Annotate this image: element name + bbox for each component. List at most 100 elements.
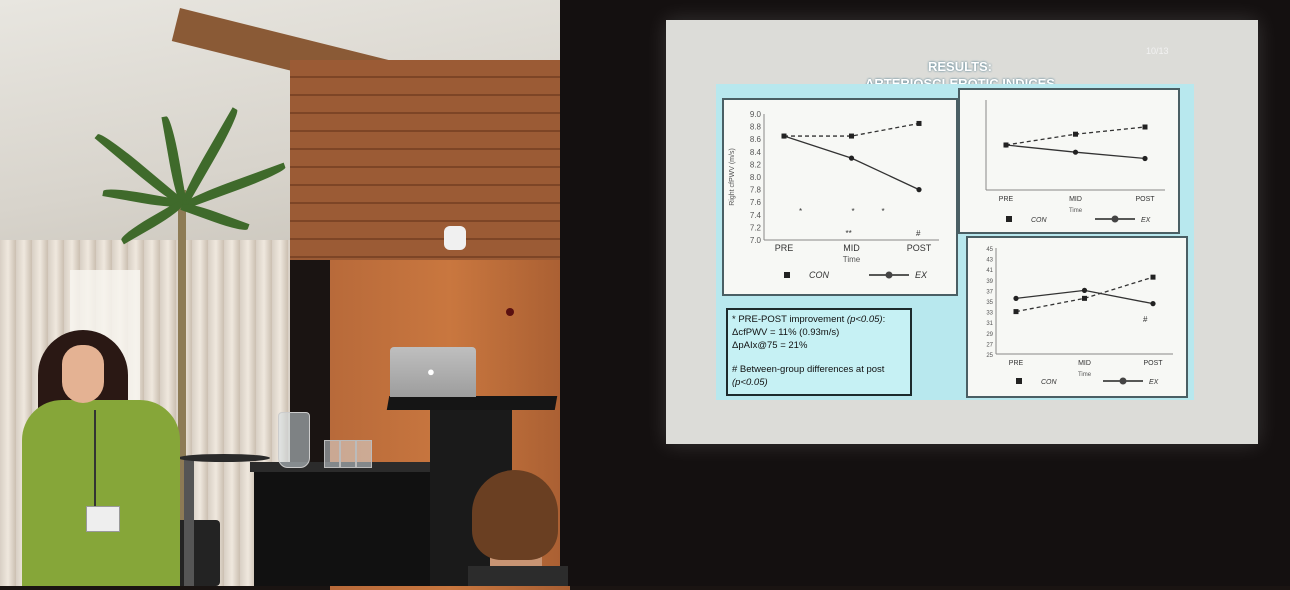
- slide-title-line1: RESULTS:: [927, 59, 993, 74]
- x-tick-label: POST: [1135, 196, 1155, 203]
- water-glass: [356, 440, 372, 468]
- annotation-mark: *: [852, 207, 855, 216]
- laptop: [390, 347, 476, 397]
- x-tick-label: PRE: [775, 243, 794, 253]
- plant-stem: [178, 190, 186, 530]
- series-line: [1015, 276, 1154, 313]
- y-tick-label: 8.8: [750, 123, 762, 132]
- legend-label-ex: EX: [1149, 379, 1159, 386]
- y-tick-label: 7.6: [750, 198, 762, 207]
- legend-marker-con: [784, 272, 790, 278]
- y-tick-label: 45: [986, 247, 993, 253]
- data-point: [1013, 295, 1019, 301]
- side-table-leg: [184, 460, 194, 586]
- water-pitcher: [278, 412, 310, 468]
- data-point: [1142, 124, 1148, 130]
- paix-chart-svg: 45 43 41 39 37 35 33 31 29 27 25 PRE MID POST Time # CON…: [986, 247, 1173, 386]
- y-tick-label: 35: [986, 300, 993, 306]
- audience-collar: [468, 566, 568, 586]
- lanyard: [94, 410, 96, 506]
- results-note: * PRE-POST improvement (p<0.05): ΔcfPWV …: [726, 308, 912, 396]
- water-glass: [324, 440, 340, 468]
- y-tick-label: 8.0: [750, 173, 762, 182]
- x-tick-label: MID: [1078, 360, 1091, 367]
- data-point: [1073, 131, 1078, 137]
- presenter-body: [22, 400, 180, 586]
- y-tick-label: 39: [986, 279, 993, 285]
- note-line-5: (p<0.05): [732, 377, 768, 388]
- x-tick-label: MID: [843, 243, 860, 253]
- series-line: [783, 135, 920, 191]
- data-point: [916, 120, 922, 126]
- x-tick-label: POST: [1143, 360, 1163, 367]
- cfpwv-chart-svg: 9.0 8.8 8.6 8.4 8.2 8.0 7.8 7.6 7.4 7.2 7.0 Right c…: [729, 110, 939, 280]
- y-tick-label: 8.4: [750, 148, 762, 157]
- annotation-mark: *: [882, 207, 885, 216]
- audience-member-head: [472, 470, 558, 560]
- x-tick-label: POST: [907, 243, 932, 253]
- y-tick-label: 9.0: [750, 110, 762, 119]
- data-point: [1013, 309, 1019, 315]
- data-point: [916, 187, 922, 193]
- y-tick-label: 43: [986, 258, 993, 264]
- legend-marker-con: [1016, 378, 1022, 384]
- wall-sensor: [506, 308, 514, 316]
- legend-marker-ex: [1111, 215, 1119, 223]
- legend-label-con: CON: [1031, 217, 1048, 224]
- data-point: [1082, 295, 1087, 301]
- data-point: [1081, 287, 1088, 293]
- note-line-3: ΔpAIx@75 = 21%: [732, 340, 808, 351]
- wood-panel-wall: [290, 60, 590, 260]
- note-line-1: * PRE-POST improvement (p<0.05):: [732, 314, 886, 325]
- x-axis-label: Time: [1069, 208, 1083, 214]
- annotation-mark: **: [846, 229, 852, 238]
- cfpwv-chart: 9.0 8.8 8.6 8.4 8.2 8.0 7.8 7.6 7.4 7.2 7.0 Right c…: [722, 98, 958, 296]
- podium-top: [386, 396, 558, 410]
- legend-label-ex: EX: [1141, 217, 1151, 224]
- water-glass: [340, 440, 356, 468]
- annotation-mark: *: [799, 207, 802, 216]
- y-tick-label: 7.2: [750, 223, 762, 232]
- y-tick-label: 7.0: [750, 236, 762, 245]
- data-point: [1150, 301, 1156, 307]
- y-tick-label: 7.8: [750, 186, 762, 195]
- x-axis-label: Time: [843, 255, 861, 264]
- legend-marker-con: [1006, 216, 1012, 222]
- y-tick-label: 37: [986, 289, 993, 295]
- series-line: [784, 122, 920, 137]
- y-tick-label: 7.4: [750, 211, 762, 220]
- y-tick-label: 29: [986, 332, 993, 338]
- slide-number: 10/13: [1146, 46, 1169, 56]
- note-line-2: ΔcfPWV = 11% (0.93m/s): [732, 327, 840, 338]
- data-point: [781, 133, 787, 139]
- data-point: [1150, 274, 1156, 280]
- legend-label-con: CON: [1041, 379, 1058, 386]
- x-tick-label: PRE: [999, 196, 1014, 203]
- y-tick-label: 31: [986, 321, 993, 327]
- y-tick-label: 33: [986, 311, 993, 317]
- apple-logo-icon: ●: [427, 364, 435, 379]
- annotation-mark: #: [1143, 315, 1148, 324]
- y-tick-label: 27: [986, 342, 993, 348]
- name-badge: [86, 506, 120, 532]
- y-tick-label: 8.2: [750, 160, 762, 169]
- data-point: [848, 155, 855, 161]
- data-point: [1142, 155, 1148, 162]
- paix-chart: 45 43 41 39 37 35 33 31 29 27 25 PRE MID POST Time # CON…: [966, 236, 1188, 398]
- x-axis-label: Time: [1078, 372, 1092, 378]
- data-point: [849, 133, 854, 139]
- side-table: [178, 454, 270, 462]
- x-tick-label: MID: [1069, 196, 1082, 203]
- legend-marker-ex: [1119, 377, 1127, 385]
- draped-table: [254, 464, 434, 586]
- y-axis-label: Right cfPWV (m/s): [729, 148, 736, 206]
- second-index-chart: PRE MID POST Time CON EX: [958, 88, 1180, 234]
- y-tick-label: 41: [986, 268, 993, 274]
- legend-label-ex: EX: [915, 270, 928, 280]
- legend-label-con: CON: [809, 270, 830, 280]
- legend-marker-ex: [885, 271, 893, 279]
- second-index-chart-svg: PRE MID POST Time CON EX: [985, 100, 1165, 224]
- y-tick-label: 25: [986, 353, 993, 359]
- y-tick-label: 8.6: [750, 135, 762, 144]
- note-line-4: # Between-group differences at post: [732, 364, 885, 375]
